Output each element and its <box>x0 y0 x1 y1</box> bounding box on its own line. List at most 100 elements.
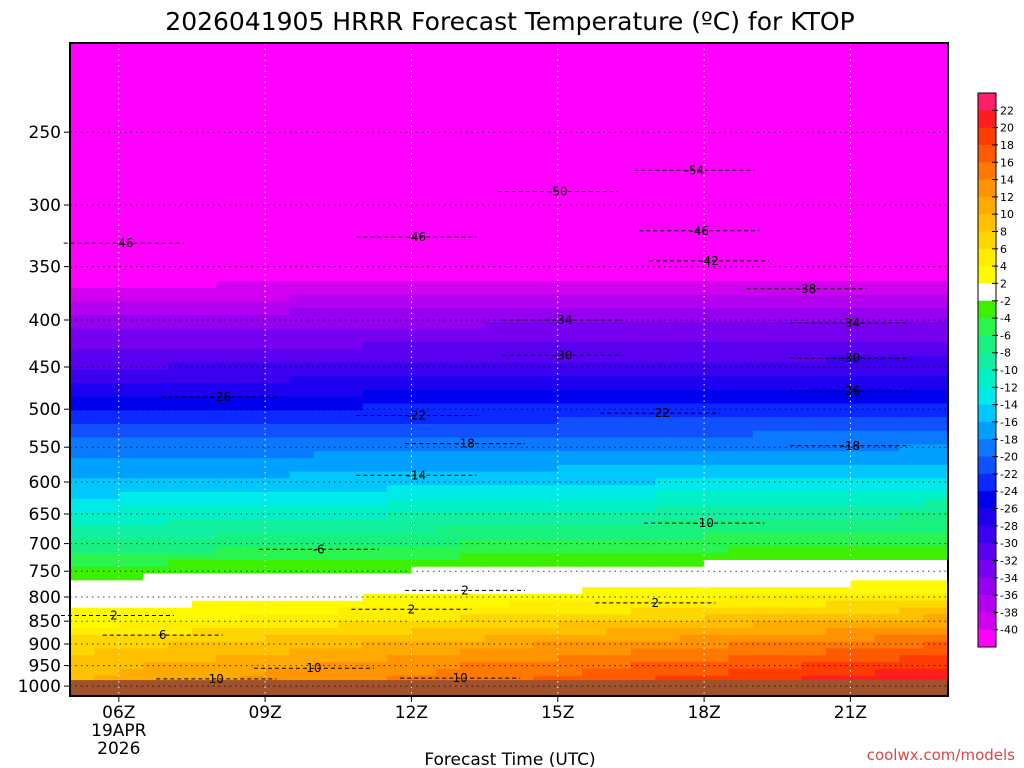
heatmap-cell <box>728 321 754 330</box>
heatmap-cell <box>118 389 144 398</box>
heatmap-cell <box>94 471 120 479</box>
heatmap-cell <box>143 457 169 466</box>
heatmap-cell <box>704 233 730 241</box>
heatmap-cell <box>484 410 510 418</box>
heatmap-cell <box>533 247 559 255</box>
heatmap-cell <box>265 172 291 180</box>
heatmap-cell <box>313 430 339 439</box>
heatmap-cell <box>533 478 559 486</box>
heatmap-cell <box>484 444 510 452</box>
heatmap-cell <box>460 410 486 418</box>
x-tick-label: 06Z <box>102 703 135 723</box>
heatmap-cell <box>70 600 95 609</box>
heatmap-cell <box>240 423 266 432</box>
heatmap-cell <box>679 117 705 126</box>
heatmap-cell <box>557 308 583 316</box>
heatmap-cell <box>313 287 339 296</box>
heatmap-cell <box>752 532 778 541</box>
heatmap-cell <box>362 600 388 609</box>
heatmap-cell <box>216 485 242 493</box>
heatmap-cell <box>704 206 730 214</box>
heatmap-cell <box>630 240 656 248</box>
heatmap-cell <box>923 247 949 255</box>
heatmap-cell <box>484 362 510 371</box>
heatmap-cell <box>362 580 388 588</box>
heatmap-cell <box>899 614 925 622</box>
heatmap-cell <box>655 131 681 139</box>
heatmap-cell <box>362 559 388 568</box>
heatmap-cell <box>533 172 559 180</box>
heatmap-cell <box>216 124 242 133</box>
heatmap-cell <box>216 117 242 126</box>
heatmap-cell <box>801 661 827 670</box>
heatmap-cell <box>167 274 193 282</box>
heatmap-cell <box>94 287 120 296</box>
heatmap-cell <box>191 90 217 99</box>
heatmap-cell <box>118 213 144 221</box>
heatmap-cell <box>728 417 754 425</box>
heatmap-cell <box>240 566 266 575</box>
heatmap-cell <box>923 315 949 323</box>
heatmap-cell <box>167 519 193 527</box>
heatmap-cell <box>240 471 266 479</box>
heatmap-cell <box>899 369 925 377</box>
heatmap-cell <box>752 233 778 241</box>
contour-label: 10 <box>209 672 224 686</box>
heatmap-cell <box>557 43 583 51</box>
heatmap-cell <box>70 213 95 221</box>
heatmap-cell <box>387 294 413 303</box>
heatmap-cell <box>167 430 193 439</box>
heatmap-cell <box>313 328 339 337</box>
heatmap-cell <box>582 614 608 622</box>
heatmap-cell <box>216 478 242 486</box>
heatmap-cell <box>923 546 949 554</box>
heatmap-cell <box>923 294 949 303</box>
heatmap-cell <box>143 328 169 337</box>
heatmap-cell <box>118 355 144 364</box>
heatmap-cell <box>338 219 364 228</box>
heatmap-cell <box>752 519 778 527</box>
heatmap-cell <box>606 546 632 554</box>
heatmap-cell <box>484 464 510 473</box>
heatmap-cell <box>70 49 95 58</box>
heatmap-cell <box>411 70 437 78</box>
heatmap-cell <box>533 607 559 615</box>
heatmap-cell <box>728 117 754 126</box>
heatmap-cell <box>167 63 193 71</box>
heatmap-cell <box>216 539 242 547</box>
heatmap-cell <box>923 131 949 139</box>
heatmap-cell <box>850 634 876 643</box>
heatmap-cell <box>265 457 291 466</box>
heatmap-cell <box>289 641 315 649</box>
heatmap-cell <box>435 437 461 445</box>
heatmap-cell <box>679 138 705 146</box>
heatmap-cell <box>752 580 778 588</box>
heatmap-cell <box>850 655 876 663</box>
heatmap-cell <box>265 213 291 221</box>
heatmap-cell <box>411 165 437 173</box>
heatmap-cell <box>411 124 437 133</box>
heatmap-cell <box>484 281 510 289</box>
heatmap-cell <box>216 43 242 51</box>
heatmap-cell <box>606 648 632 656</box>
heatmap-cell <box>387 437 413 445</box>
heatmap-cell <box>143 145 169 153</box>
heatmap-cell <box>582 546 608 554</box>
heatmap-cell <box>728 600 754 609</box>
heatmap-cell <box>679 240 705 248</box>
heatmap-cell <box>899 138 925 146</box>
heatmap-cell <box>582 281 608 289</box>
heatmap-cell <box>777 641 803 649</box>
heatmap-cell <box>826 151 852 160</box>
heatmap-cell <box>826 70 852 78</box>
heatmap-cell <box>387 553 413 561</box>
heatmap-cell <box>728 97 754 105</box>
heatmap-cell <box>801 219 827 228</box>
heatmap-cell <box>752 179 778 187</box>
heatmap-cell <box>679 131 705 139</box>
heatmap-cell <box>70 559 95 568</box>
heatmap-cell <box>704 600 730 609</box>
heatmap-cell <box>167 158 193 167</box>
heatmap-cell <box>484 675 510 683</box>
heatmap-cell <box>143 260 169 269</box>
